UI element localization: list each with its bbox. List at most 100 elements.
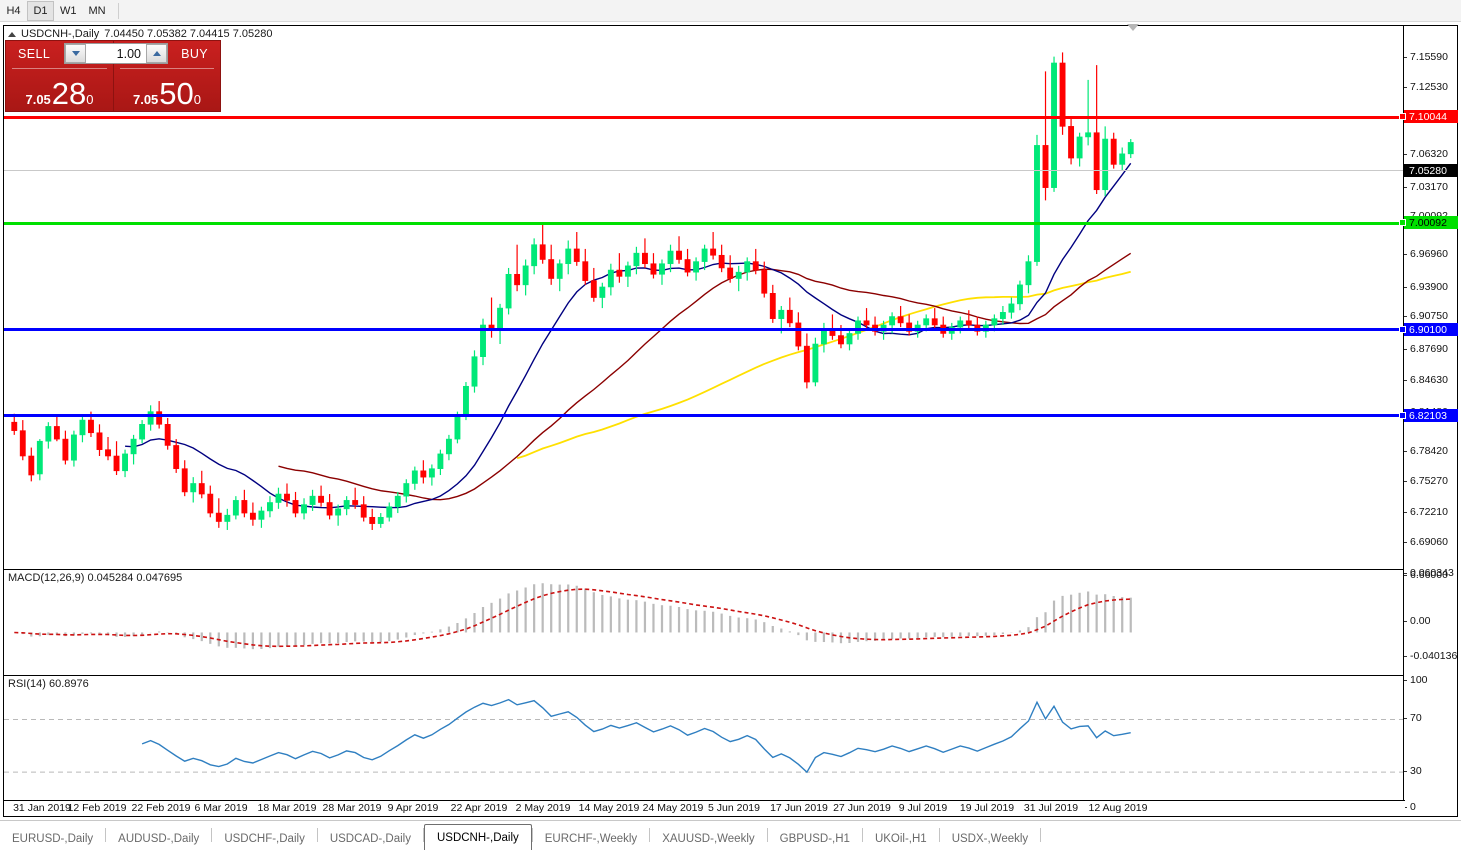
price-level-badge-blue[interactable]: 6.90100	[1399, 323, 1458, 336]
price-level-badge-bid[interactable]: 7.05280	[1404, 164, 1458, 177]
tab-divider	[211, 828, 213, 842]
date-axis-label: 31 Jan 2019	[13, 802, 71, 814]
timeframe-h4[interactable]: H4	[6, 4, 21, 17]
tab-divider	[1040, 828, 1042, 842]
chevron-down-icon	[71, 51, 80, 56]
date-axis-label: 24 May 2019	[642, 802, 704, 814]
rsi-plot	[4, 698, 1405, 774]
sell-price-prefix: 7.05	[25, 92, 51, 107]
date-axis-label: 14 May 2019	[578, 802, 640, 814]
date-axis-label: 12 Aug 2019	[1088, 802, 1148, 814]
tab-divider	[861, 828, 863, 842]
level-line-blue-lower[interactable]	[4, 414, 1405, 417]
date-axis-label: 28 Mar 2019	[322, 802, 382, 814]
macd-axis-tick: -0.040136	[1404, 650, 1458, 662]
price-axis-tick: 6.90750	[1404, 310, 1458, 322]
rsi-pane[interactable]: RSI(14) 60.8976	[4, 675, 1405, 816]
price-axis-tick: 7.03170	[1404, 181, 1458, 193]
timeframe-toolbar: H4 D1 W1 MN	[0, 0, 1461, 22]
price-level-badge-blue[interactable]: 6.82103	[1399, 409, 1458, 422]
symbol-tab-eurchfweekly[interactable]: EURCHF-,Weekly	[544, 832, 638, 845]
volume-decrement-button[interactable]	[65, 44, 86, 63]
level-line-blue-upper[interactable]	[4, 328, 1405, 331]
tab-divider	[649, 828, 651, 842]
symbol-tab-usdxweekly[interactable]: USDX-,Weekly	[951, 832, 1029, 845]
rsi-axis-tick: 0	[1404, 801, 1458, 813]
price-axis-tick: 6.72210	[1404, 506, 1458, 518]
date-axis-label: 17 Jun 2019	[770, 802, 828, 814]
symbol-tab-xauusdweekly[interactable]: XAUUSD-,Weekly	[662, 832, 755, 845]
buy-price: 7.05 50 0	[114, 78, 220, 109]
price-axis-tick: 6.75270	[1404, 475, 1458, 487]
date-axis-label: 2 May 2019	[515, 802, 571, 814]
chart-header: USDCNH-,Daily 7.04450 7.05382 7.04415 7.…	[4, 26, 272, 42]
level-drag-handle[interactable]	[1399, 113, 1406, 120]
macd-plot	[14, 583, 1132, 650]
tab-divider	[766, 828, 768, 842]
timeframe-mn[interactable]: MN	[88, 4, 106, 17]
date-axis-label: 22 Apr 2019	[450, 802, 508, 814]
price-level-badge-green[interactable]: 7.00092	[1399, 216, 1458, 229]
price-axis-tick: 6.84630	[1404, 374, 1458, 386]
tab-divider	[316, 828, 318, 842]
buy-divider	[120, 68, 214, 69]
symbol-tab-eurusddaily[interactable]: EURUSD-,Daily	[12, 832, 94, 845]
rsi-label: RSI(14) 60.8976	[8, 678, 89, 690]
price-axis-tick: 7.15590	[1404, 51, 1458, 63]
macd-label: MACD(12,26,9) 0.045284 0.047695	[8, 572, 183, 584]
macd-pane[interactable]: MACD(12,26,9) 0.045284 0.047695	[4, 569, 1405, 674]
symbol-tab-ukoilh1[interactable]: UKOil-,H1	[874, 832, 927, 845]
symbol-tab-audusddaily[interactable]: AUDUSD-,Daily	[118, 832, 200, 845]
symbol-tab-usdchfdaily[interactable]: USDCHF-,Daily	[224, 832, 305, 845]
chart-scroll-marker-icon[interactable]	[1127, 24, 1139, 31]
rsi-axis-tick: 70	[1404, 712, 1458, 724]
price-axis-tick: 6.78420	[1404, 445, 1458, 457]
price-axis-tick: 7.12530	[1404, 81, 1458, 93]
collapse-triangle-icon[interactable]	[8, 31, 16, 37]
sell-price-fraction: 0	[86, 92, 94, 107]
date-axis-label: 27 Jun 2019	[833, 802, 891, 814]
symbol-tab-bar[interactable]: EURUSD-,Daily AUDUSD-,Daily USDCHF-,Daily U…	[0, 820, 1461, 850]
volume-increment-button[interactable]	[146, 44, 167, 63]
price-axis-tick: 6.66000	[1404, 569, 1458, 581]
level-drag-handle[interactable]	[1399, 326, 1406, 333]
date-axis-label: 12 Feb 2019	[67, 802, 127, 814]
chevron-up-icon	[152, 51, 161, 56]
macd-axis-tick: 0.00	[1404, 615, 1458, 627]
date-axis-label: 18 Mar 2019	[257, 802, 317, 814]
price-axis-tick: 6.93900	[1404, 281, 1458, 293]
level-line-resistance[interactable]	[4, 116, 1405, 119]
buy-price-fraction: 0	[193, 92, 202, 107]
chart-area[interactable]: USDCNH-,Daily 7.04450 7.05382 7.04415 7.…	[3, 25, 1458, 817]
date-axis-label: 19 Jul 2019	[959, 802, 1015, 814]
candlestick-chart	[11, 52, 1134, 530]
one-click-trading-panel[interactable]: SELL 7.05 28 0 BUY 7.05 50 0 1.00	[5, 40, 226, 112]
price-pane[interactable]	[4, 26, 1405, 568]
level-line-green[interactable]	[4, 222, 1405, 225]
level-drag-handle[interactable]	[1399, 412, 1406, 419]
chart-ohlc-values: 7.04450 7.05382 7.04415 7.05280	[104, 28, 273, 40]
date-axis: 31 Jan 2019 12 Feb 2019 22 Feb 2019 6 Mar 2…	[4, 800, 1405, 816]
timeframe-w1[interactable]: W1	[60, 4, 77, 17]
tab-divider	[422, 828, 424, 842]
symbol-tab-gbpusdh1[interactable]: GBPUSD-,H1	[779, 832, 850, 845]
tab-divider	[105, 828, 107, 842]
date-axis-label: 5 Jun 2019	[708, 802, 760, 814]
price-axis[interactable]: 7.155907.125307.093807.063207.031707.000…	[1399, 26, 1458, 816]
volume-stepper[interactable]: 1.00	[64, 43, 168, 64]
volume-input[interactable]: 1.00	[86, 44, 146, 63]
buy-label: BUY	[181, 47, 208, 61]
chart-symbol-label: USDCNH-,Daily	[21, 28, 100, 40]
price-axis-tick: 6.87690	[1404, 343, 1458, 355]
level-drag-handle[interactable]	[1399, 219, 1406, 226]
date-axis-label: 9 Apr 2019	[387, 802, 439, 814]
symbol-tab-usdcaddaily[interactable]: USDCAD-,Daily	[329, 832, 411, 845]
rsi-axis-tick: 30	[1404, 765, 1458, 777]
tab-divider	[531, 828, 533, 842]
symbol-tab-usdcnhdaily[interactable]: USDCNH-,Daily	[423, 824, 532, 850]
date-axis-label: 31 Jul 2019	[1023, 802, 1079, 814]
price-level-badge-red[interactable]: 7.10044	[1399, 110, 1458, 123]
timeframe-d1[interactable]: D1	[27, 0, 54, 21]
price-axis-tick: 6.96960	[1404, 248, 1458, 260]
